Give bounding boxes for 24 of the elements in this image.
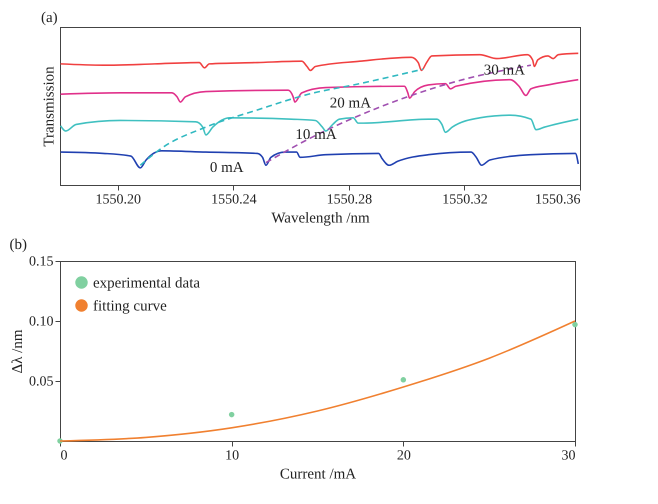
x-tick-label: 1550.32	[442, 192, 488, 208]
series-label: 30 mA	[484, 62, 526, 79]
x-tick-label: 0	[60, 448, 68, 464]
x-axis-title: Current /mA	[280, 466, 356, 482]
x-tick-label: 1550.20	[96, 192, 142, 208]
y-tick-label: 0.05	[29, 374, 54, 390]
y-axis-title: Δλ /nm	[10, 329, 26, 374]
legend-label: experimental data	[93, 276, 200, 292]
x-tick-label: 1550.28	[326, 192, 372, 208]
legend-label: fitting curve	[93, 298, 168, 314]
x-tick-label: 1550.24	[211, 192, 257, 208]
series-label: 20 mA	[330, 96, 372, 112]
y-tick-label: 0.15	[29, 254, 54, 270]
x-tick-label: 1550.36	[535, 192, 580, 208]
chart-title: (a)	[41, 10, 58, 26]
series-label: 0 mA	[210, 160, 244, 176]
y-axis-title: Transmission	[42, 66, 58, 147]
x-axis-title: Wavelength /nm	[271, 210, 370, 226]
series-label: 10 mA	[295, 127, 337, 144]
x-tick-label: 30	[562, 448, 576, 464]
x-tick-label: 20	[396, 448, 411, 464]
y-tick-label: 0.10	[29, 314, 54, 330]
chart-title: (b)	[10, 237, 27, 253]
x-tick-label: 10	[225, 448, 240, 464]
